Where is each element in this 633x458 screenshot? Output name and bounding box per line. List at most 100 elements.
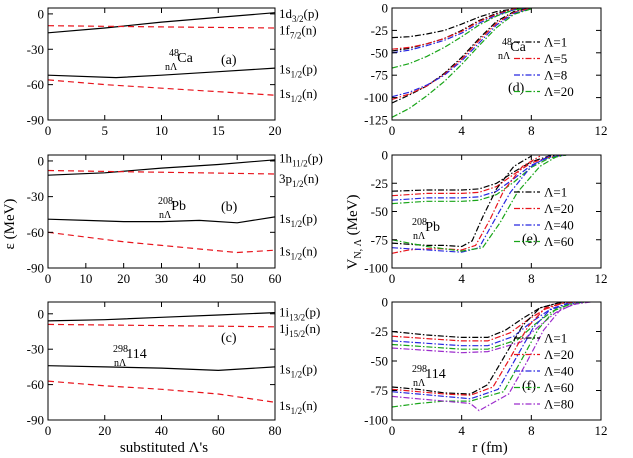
panel-d: 0 4 8 120-25-50-75-100-125(d)48 nΛCa Λ=1Λ=5Λ=… (364, 1, 607, 139)
y-tick-label-f: -100 (364, 413, 388, 428)
series-line-b-0 (48, 159, 275, 176)
nucleus-mass: 208 (412, 217, 427, 228)
y-tick-label-a: -90 (27, 113, 44, 128)
nucleus-symbol: Pb (425, 220, 440, 235)
legend-label-f: Λ=1 (544, 331, 567, 346)
level-orbital: 1d (279, 6, 293, 21)
y-tick-label-c: -30 (27, 342, 44, 357)
level-orbital: 1h (279, 151, 293, 166)
panel-c: 0 20 40 60 800-30-60-90(c)298 nΛ1141i13/2(p)1… (27, 301, 320, 438)
nucleus-symbol: Pb (171, 199, 186, 214)
level-j: 7/2 (290, 30, 302, 40)
level-j: 1/2 (291, 406, 303, 416)
y-tick-label-c: -60 (27, 377, 44, 392)
legend-label-d: Λ=1 (544, 35, 567, 50)
panel-label-a: (a) (221, 53, 237, 68)
right-y-label-sub: N, Λ (353, 238, 364, 258)
x-tick-label-e: 12 (595, 271, 608, 286)
y-tick-label-b: -90 (27, 261, 44, 276)
nucleus-mass: 298 (113, 344, 128, 355)
series-line-d-7 (392, 8, 532, 98)
nucleus-label-d: 48 nΛCa (498, 37, 527, 62)
level-orbital: 1s (279, 86, 291, 101)
y-tick-label-c: -90 (27, 413, 44, 428)
x-tick-label-f: 0 (389, 423, 396, 438)
series-line-e-0 (392, 155, 567, 192)
x-tick-label-e: 4 (458, 271, 465, 286)
level-orbital: 1s (279, 398, 291, 413)
series-line-f-0 (392, 302, 575, 338)
right-y-axis-label: VN, Λ (MeV) (345, 195, 364, 270)
x-tick-label-c: 80 (269, 423, 282, 438)
y-tick-label-a: -30 (27, 42, 44, 57)
plot-frame-a (47, 7, 276, 121)
nucleus-label-b: 208 nΛPb (158, 196, 186, 221)
series-line-b-2 (48, 216, 275, 224)
series-line-e-3 (392, 155, 567, 205)
panel-e: 0 4 8 12 0 -25 -50 -75 -100 (e) 208 nΛPb Λ=1Λ=20 Λ=40… (364, 148, 607, 287)
series-line-c-0 (48, 312, 275, 322)
series-line-f-6 (392, 302, 563, 396)
legend-label-f: Λ=80 (544, 397, 574, 412)
y-tick-label-e: -75 (371, 232, 388, 247)
level-j: 11/2 (292, 159, 308, 169)
y-tick-label-d: -75 (371, 68, 388, 83)
series-line-f-9 (392, 302, 579, 412)
series-line-f-8 (392, 302, 574, 408)
x-tick-label-a: 0 (45, 123, 52, 138)
level-particle: (n) (305, 321, 320, 336)
nucleus-label-c: 298 nΛ114 (113, 344, 147, 369)
level-orbital: 1s (279, 211, 291, 226)
x-tick-label-b: 40 (193, 271, 206, 286)
panel-b: 0 10 20 30 40 50 600-30-60-90(b)208 nΛPb1h11/2(… (27, 151, 323, 286)
y-tick-label-b: -30 (27, 189, 44, 204)
level-orbital: 1s (279, 61, 291, 76)
x-tick-label-d: 8 (528, 123, 535, 138)
series-line-e-6 (392, 155, 550, 253)
panel-a: 0 5 10 15 200-30-60-90(a)48 nΛCa1d3/2(p)1f7/2… (27, 6, 319, 138)
y-tick-label-e: -50 (371, 204, 388, 219)
x-tick-label-a: 5 (102, 123, 109, 138)
series-line-d-6 (392, 8, 532, 100)
series-line-b-3 (48, 231, 275, 254)
x-tick-label-f: 4 (458, 423, 465, 438)
x-tick-label-e: 8 (528, 271, 535, 286)
level-j: 13/2 (289, 313, 305, 323)
nucleus-symbol: 114 (126, 347, 146, 362)
level-j: 1/2 (291, 219, 303, 229)
y-tick-label-d: -50 (371, 45, 388, 60)
legend-label-d: Λ=20 (544, 84, 574, 99)
panel-label-d: (d) (508, 81, 525, 96)
series-line-d-4 (392, 8, 532, 69)
nucleus-sub: nΛ (413, 378, 426, 389)
y-tick-label-f: -25 (371, 324, 388, 339)
panel-label-c: (c) (221, 331, 237, 346)
x-tick-label-a: 10 (155, 123, 168, 138)
series-line-c-1 (48, 323, 275, 328)
legend-label-e: Λ=1 (544, 185, 567, 200)
level-label-b: 1s1/2(n) (279, 243, 317, 261)
nucleus-sub: nΛ (114, 358, 127, 369)
panel-label-b: (b) (221, 200, 238, 215)
level-label-b: 1h11/2(p) (279, 151, 323, 169)
y-tick-label-d: 0 (382, 1, 389, 16)
series-line-d-1 (392, 8, 532, 39)
series-line-a-3 (48, 79, 275, 96)
x-tick-label-d: 0 (389, 123, 396, 138)
level-orbital: 3p (279, 171, 292, 186)
x-tick-label-f: 12 (595, 423, 608, 438)
level-label-c: 1s1/2(n) (279, 398, 317, 416)
level-particle: (p) (308, 151, 323, 166)
nucleus-label-e: 208 nΛPb (412, 217, 440, 242)
nucleus-symbol: Ca (510, 40, 526, 55)
panel-label-f: (f) (522, 379, 536, 394)
nucleus-symbol: 114 (425, 367, 445, 382)
legend-label-f: Λ=20 (544, 347, 574, 362)
x-tick-label-c: 0 (45, 423, 52, 438)
series-line-e-1 (392, 155, 567, 197)
level-particle: (n) (302, 243, 317, 258)
right-y-label-v: V (345, 258, 361, 269)
nucleus-sub: nΛ (165, 62, 178, 73)
y-tick-label-c: 0 (38, 306, 45, 321)
